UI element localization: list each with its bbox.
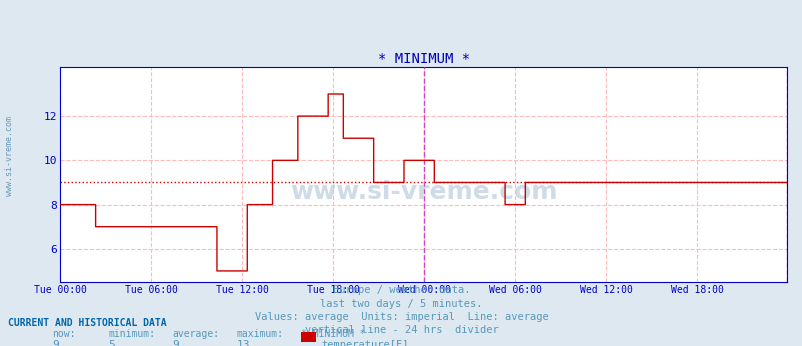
Text: 5: 5 xyxy=(108,340,115,346)
Text: now:: now: xyxy=(52,329,75,339)
Text: Europe / weather data.: Europe / weather data. xyxy=(332,285,470,295)
Text: minimum:: minimum: xyxy=(108,329,156,339)
Text: * MINIMUM *: * MINIMUM * xyxy=(301,329,365,339)
Text: 9: 9 xyxy=(52,340,59,346)
Text: vertical line - 24 hrs  divider: vertical line - 24 hrs divider xyxy=(304,325,498,335)
Text: average:: average: xyxy=(172,329,220,339)
Text: maximum:: maximum: xyxy=(237,329,284,339)
Text: 13: 13 xyxy=(237,340,250,346)
Text: www.si-vreme.com: www.si-vreme.com xyxy=(290,180,557,204)
Text: www.si-vreme.com: www.si-vreme.com xyxy=(5,116,14,196)
Text: last two days / 5 minutes.: last two days / 5 minutes. xyxy=(320,299,482,309)
Text: 9: 9 xyxy=(172,340,179,346)
Text: temperature[F]: temperature[F] xyxy=(321,340,408,346)
Text: Values: average  Units: imperial  Line: average: Values: average Units: imperial Line: av… xyxy=(254,312,548,322)
Title: * MINIMUM *: * MINIMUM * xyxy=(377,52,469,66)
Text: CURRENT AND HISTORICAL DATA: CURRENT AND HISTORICAL DATA xyxy=(8,318,167,328)
